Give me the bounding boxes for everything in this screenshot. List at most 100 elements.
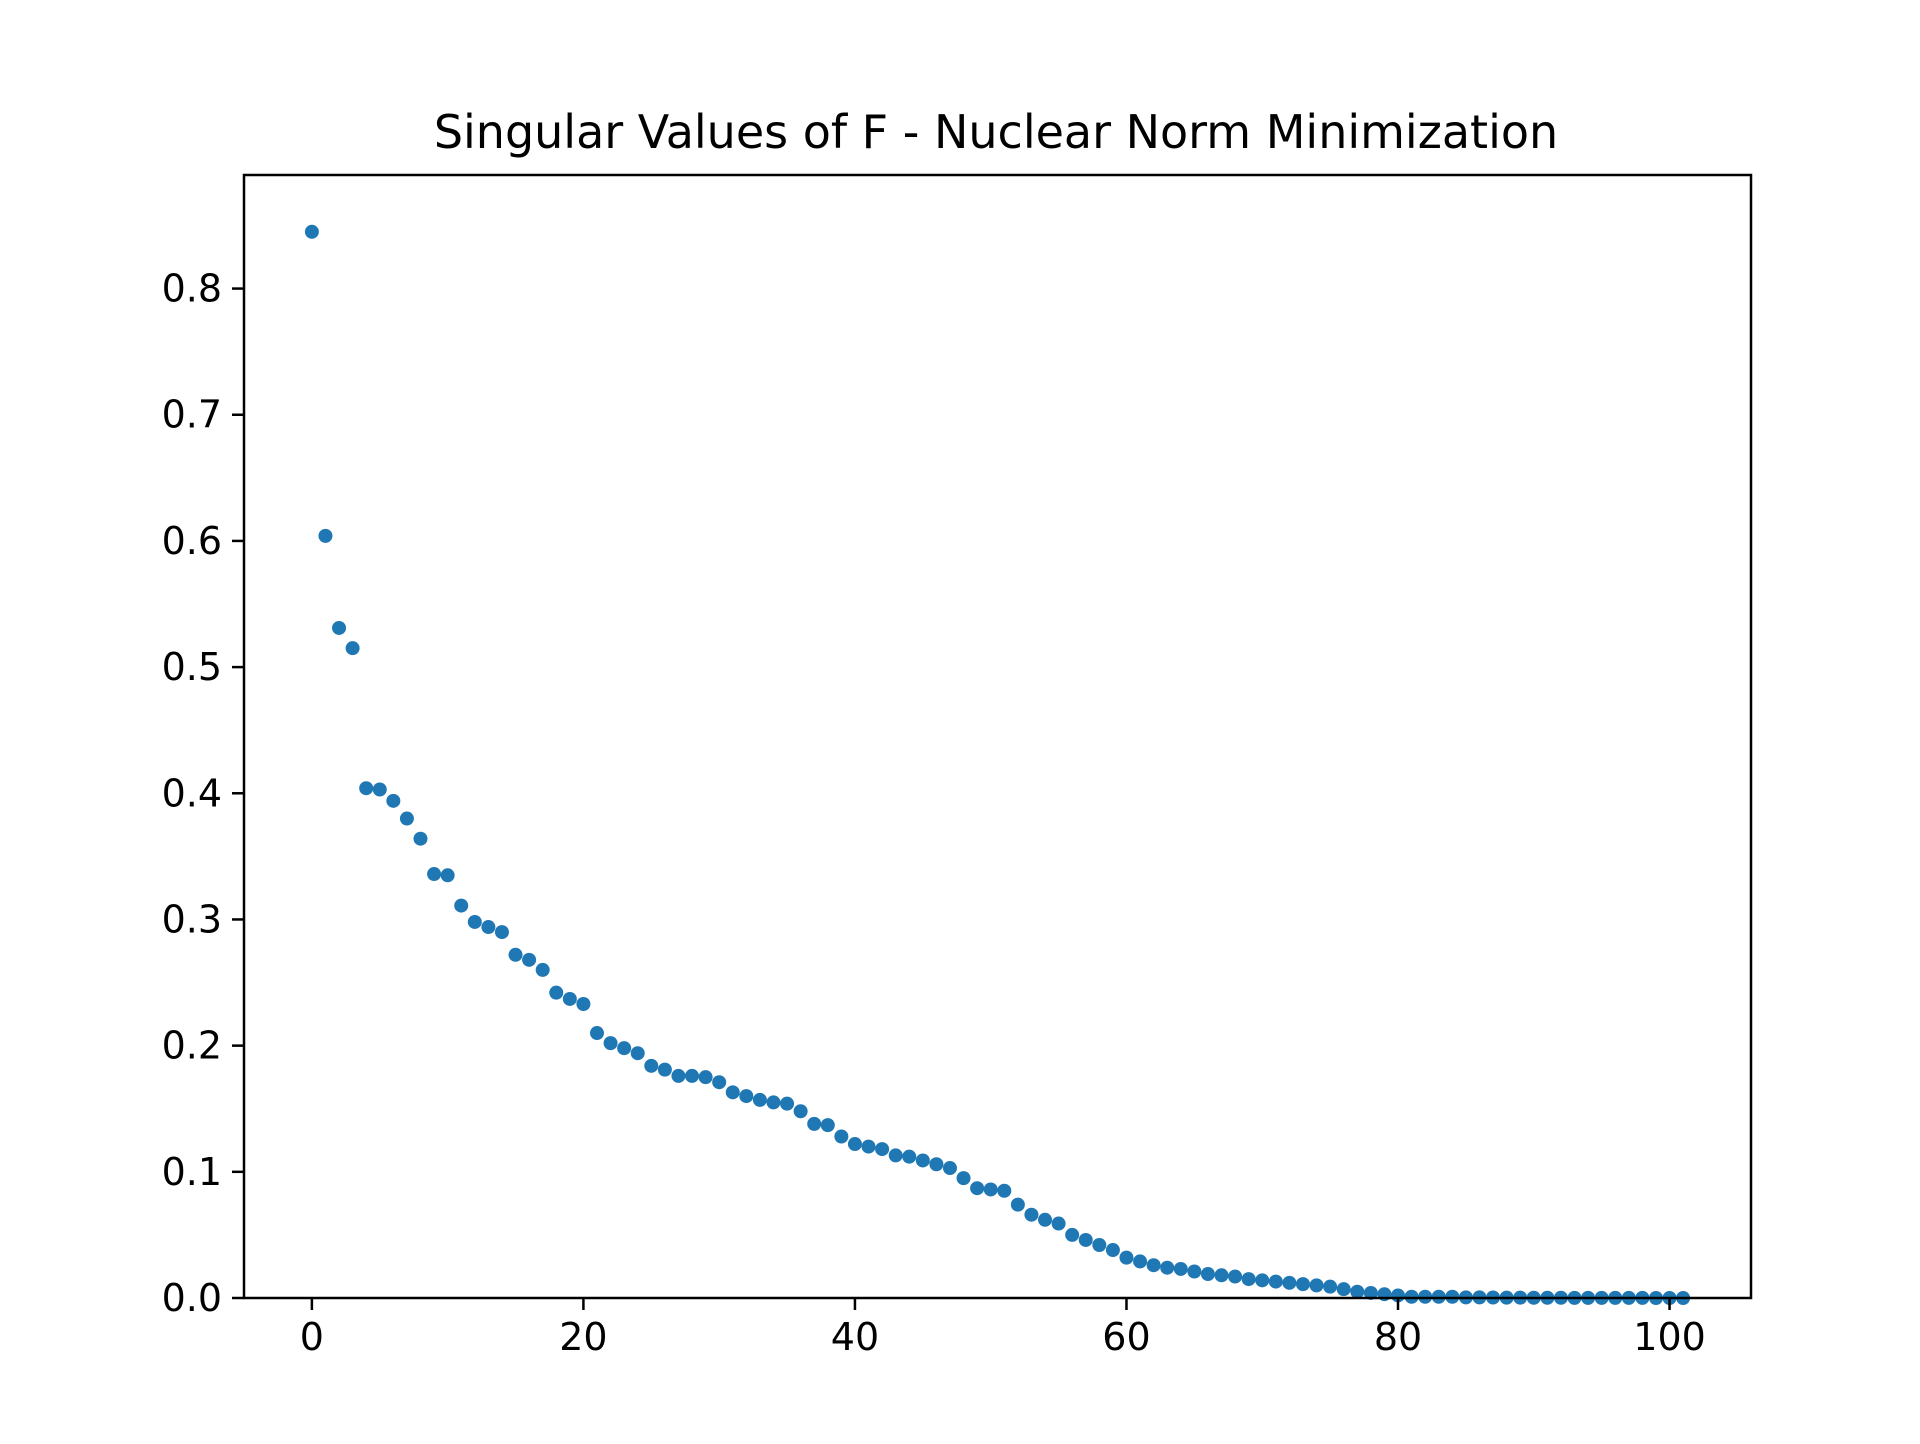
data-point	[1336, 1282, 1351, 1297]
data-point	[1363, 1285, 1378, 1300]
data-point	[725, 1085, 740, 1100]
x-tick-label: 80	[1374, 1315, 1422, 1359]
data-point	[359, 781, 374, 796]
data-point	[875, 1142, 890, 1157]
data-point	[888, 1148, 903, 1163]
data-point	[304, 224, 319, 239]
data-point	[942, 1161, 957, 1176]
x-tick-label: 60	[1102, 1315, 1150, 1359]
data-point	[427, 867, 442, 882]
data-point	[535, 962, 550, 977]
data-point	[576, 997, 591, 1012]
y-tick-label: 0.8	[162, 267, 222, 311]
data-point	[399, 811, 414, 826]
y-tick-label: 0.6	[162, 519, 222, 563]
y-tick-label: 0.0	[162, 1276, 222, 1320]
data-point	[1418, 1289, 1433, 1304]
data-point	[739, 1089, 754, 1104]
data-point	[1119, 1250, 1134, 1265]
x-axis: 0 20 40 60 80 100	[300, 1298, 1706, 1359]
data-point	[956, 1171, 971, 1186]
data-point	[1295, 1277, 1310, 1292]
data-point	[589, 1026, 604, 1041]
x-tick-label: 100	[1633, 1315, 1706, 1359]
axes-frame	[242, 173, 1753, 1300]
data-point	[508, 947, 523, 962]
y-tick-label: 0.5	[162, 645, 222, 689]
data-point	[1078, 1232, 1093, 1247]
y-tick-label: 0.2	[162, 1024, 222, 1068]
data-point	[807, 1116, 822, 1131]
data-point	[1255, 1273, 1270, 1288]
y-tick-label: 0.3	[162, 897, 222, 941]
data-point	[834, 1129, 849, 1144]
chart-title: Singular Values of F - Nuclear Norm Mini…	[434, 105, 1558, 159]
data-point	[644, 1058, 659, 1073]
data-point	[1228, 1269, 1243, 1284]
data-point	[630, 1046, 645, 1061]
data-point	[929, 1157, 944, 1172]
data-point	[494, 925, 509, 940]
data-point	[902, 1149, 917, 1164]
data-point	[1051, 1216, 1066, 1231]
data-point	[698, 1070, 713, 1085]
data-point	[1309, 1278, 1324, 1293]
data-point	[1160, 1260, 1175, 1275]
data-point	[1146, 1258, 1161, 1273]
data-point	[440, 868, 455, 883]
x-tick-label: 0	[300, 1315, 324, 1359]
data-point	[1268, 1274, 1283, 1289]
data-point	[1323, 1279, 1338, 1294]
data-point	[1038, 1212, 1053, 1227]
data-point	[1350, 1284, 1365, 1299]
data-point	[522, 952, 537, 967]
data-point	[1010, 1197, 1025, 1212]
data-point	[372, 782, 387, 797]
y-tick-label: 0.1	[162, 1150, 222, 1194]
data-point	[820, 1118, 835, 1133]
data-point	[413, 831, 428, 846]
data-point	[603, 1036, 618, 1051]
data-point	[685, 1068, 700, 1083]
data-point	[386, 793, 401, 808]
data-point	[970, 1181, 985, 1196]
data-point	[657, 1062, 672, 1077]
data-point	[752, 1092, 767, 1107]
y-tick-label: 0.4	[162, 771, 222, 815]
data-point	[1065, 1227, 1080, 1242]
data-point	[332, 620, 347, 635]
data-point	[1133, 1254, 1148, 1269]
data-point	[1241, 1272, 1256, 1287]
data-point	[793, 1104, 808, 1119]
data-point	[1024, 1207, 1039, 1222]
data-point	[617, 1041, 632, 1056]
data-point	[467, 914, 482, 929]
data-point	[1187, 1264, 1202, 1279]
data-point	[861, 1139, 876, 1154]
data-point	[1105, 1243, 1120, 1258]
x-tick-label: 20	[559, 1315, 607, 1359]
data-point	[983, 1182, 998, 1197]
data-point	[712, 1075, 727, 1090]
data-point	[1282, 1275, 1297, 1290]
data-point	[318, 528, 333, 543]
data-point	[345, 641, 360, 656]
data-point	[1092, 1238, 1107, 1253]
data-point	[915, 1153, 930, 1168]
data-point	[997, 1183, 1012, 1198]
y-tick-label: 0.7	[162, 393, 222, 437]
data-point	[454, 898, 469, 913]
data-point	[780, 1096, 795, 1111]
data-point	[1173, 1261, 1188, 1276]
x-tick-label: 40	[831, 1315, 879, 1359]
y-axis: 0.0 0.1 0.2 0.3 0.4 0.5 0.6 0.7 0.8	[162, 267, 244, 1320]
data-point	[549, 985, 564, 1000]
data-point	[1445, 1289, 1460, 1304]
data-point	[1214, 1268, 1229, 1283]
data-point	[671, 1068, 686, 1083]
data-point	[1431, 1289, 1446, 1304]
data-point	[481, 920, 496, 935]
